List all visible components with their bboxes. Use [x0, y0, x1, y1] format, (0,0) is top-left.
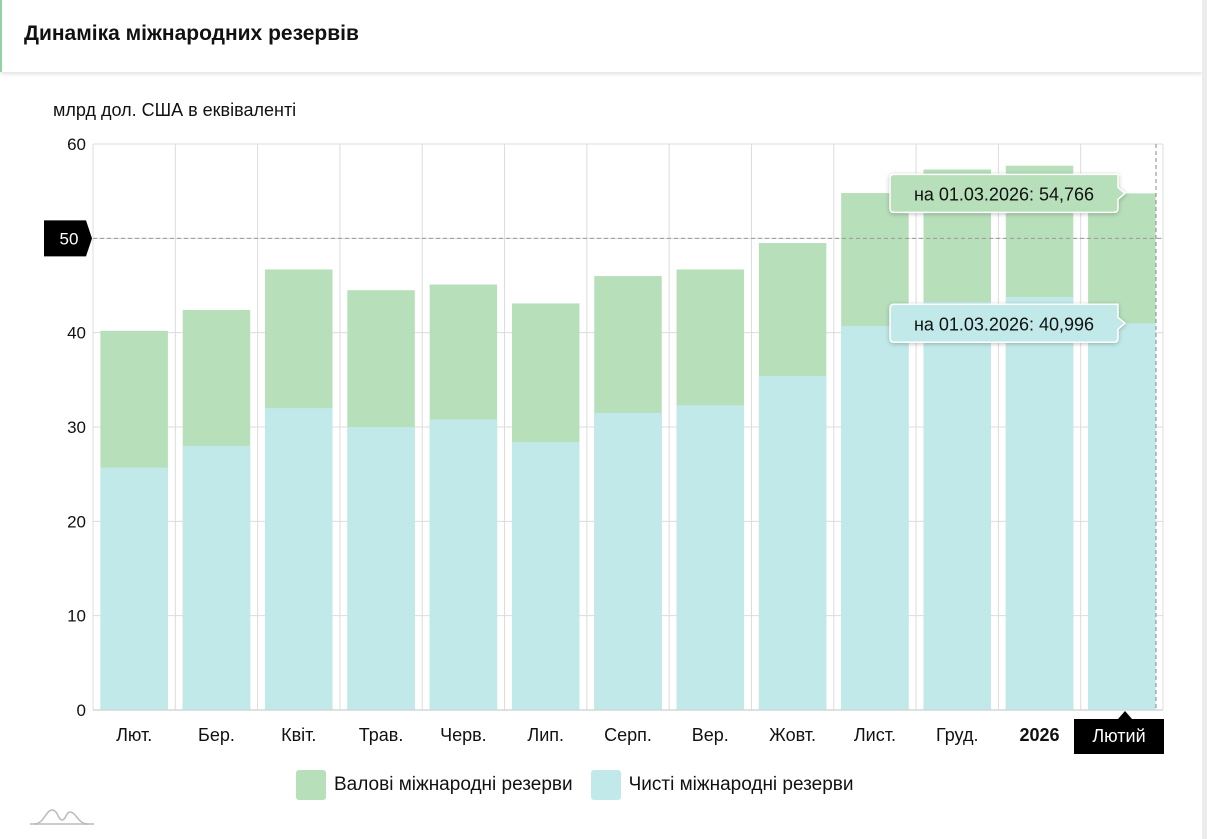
bar-net[interactable] — [100, 467, 168, 710]
y-tick-label: 10 — [67, 607, 86, 626]
bar-net[interactable] — [182, 445, 251, 710]
x-tick-label: Бер. — [198, 725, 235, 745]
bar-net[interactable] — [758, 376, 827, 710]
legend-swatch-gross — [296, 770, 326, 800]
legend-swatch-net — [590, 770, 621, 800]
x-tick-label: Лист. — [854, 725, 896, 745]
tooltip-box — [889, 303, 1127, 344]
bar-net[interactable] — [265, 408, 333, 710]
x-tick-label: Трав. — [359, 725, 404, 745]
chart-legend: Валові міжнародні резерви Чисті міжнарод… — [296, 770, 872, 800]
page-scrollbar[interactable] — [1202, 0, 1207, 839]
tooltip-text: на 01.03.2026: 40,996 — [914, 314, 1094, 334]
legend-label-net: Чисті міжнародні резерви — [628, 774, 854, 795]
card-header: Динаміка міжнародних резервів — [0, 0, 1202, 72]
page-title: Динаміка міжнародних резервів — [24, 22, 359, 45]
x-tick-label: Серп. — [604, 725, 652, 745]
bar-net[interactable] — [347, 427, 415, 710]
bar-net[interactable] — [1005, 296, 1074, 710]
bar-net[interactable] — [594, 412, 662, 710]
legend-item-gross[interactable]: Валові міжнародні резерви — [296, 770, 573, 800]
tooltip-gross: на 01.03.2026: 54,766 — [889, 173, 1127, 214]
tooltip-text: на 01.03.2026: 54,766 — [914, 184, 1094, 204]
bar-net[interactable] — [511, 442, 580, 710]
tooltip-net: на 01.03.2026: 40,996 — [889, 303, 1127, 344]
y-tick-label: 60 — [67, 135, 86, 154]
y-tick-label: 40 — [67, 324, 86, 343]
bar-net[interactable] — [1088, 323, 1156, 710]
y-tick-label: 30 — [67, 418, 86, 437]
y-tick-label: 0 — [77, 701, 86, 720]
x-tick-label: 2026 — [1020, 725, 1060, 745]
crosshair-y-label: 50 — [60, 229, 79, 248]
legend-label-gross: Валові міжнародні резерви — [334, 774, 573, 795]
chart-logo-icon — [30, 809, 94, 825]
bar-net[interactable] — [923, 301, 991, 710]
bar-net[interactable] — [676, 405, 745, 710]
crosshair-y-label-bg — [44, 220, 92, 257]
x-tick-label: Черв. — [440, 725, 487, 745]
x-tick-label: Квіт. — [281, 725, 316, 745]
x-tick-label: Груд. — [936, 725, 978, 745]
x-tick-label: Лип. — [527, 725, 564, 745]
bar-net[interactable] — [429, 419, 498, 710]
y-tick-label: 20 — [67, 512, 86, 531]
y-axis-unit-label: млрд дол. США в еквіваленті — [53, 100, 297, 120]
legend-item-net[interactable]: Чисті міжнародні резерви — [590, 770, 854, 800]
x-tick-label: Лют. — [116, 725, 152, 745]
crosshair-x-label: Лютий — [1092, 726, 1145, 746]
bar-net[interactable] — [841, 326, 909, 710]
x-tick-label: Вер. — [692, 725, 729, 745]
tooltip-box — [889, 173, 1127, 214]
crosshair-x-label-bg — [1074, 711, 1164, 754]
x-tick-label: Жовт. — [769, 725, 816, 745]
